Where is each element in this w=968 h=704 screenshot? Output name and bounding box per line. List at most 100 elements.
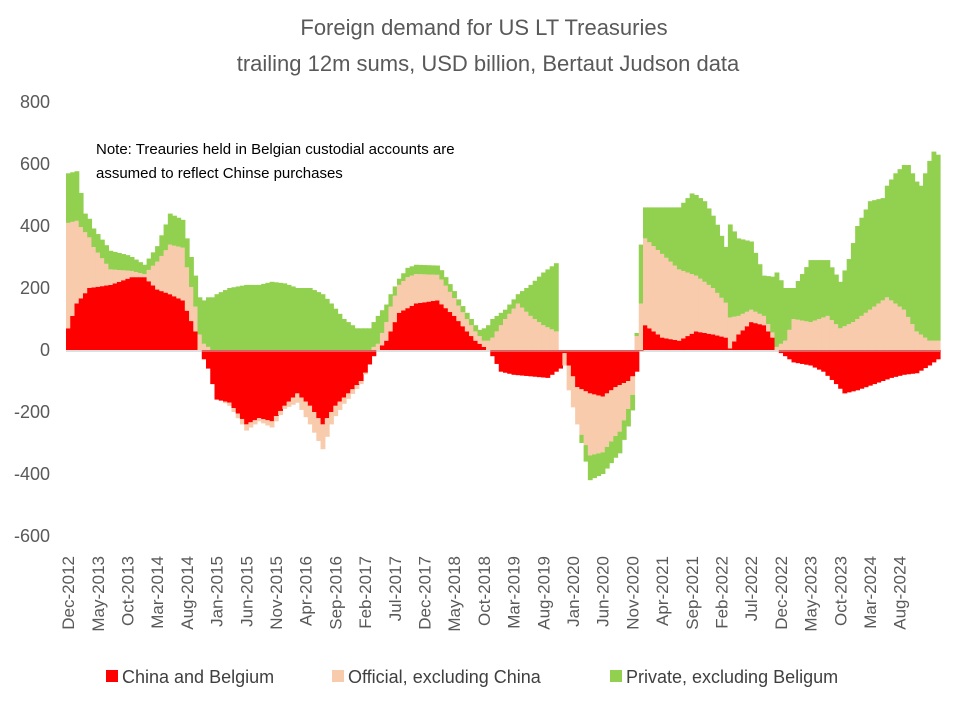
bar-segment-series-0 bbox=[795, 350, 801, 364]
legend-label: China and Belgium bbox=[122, 667, 274, 687]
bar-segment-series-1 bbox=[719, 297, 725, 337]
bar-segment-series-0 bbox=[354, 350, 360, 386]
bar-segment-series-1 bbox=[808, 322, 814, 350]
bar-segment-series-1 bbox=[244, 424, 250, 431]
y-tick-label: -200 bbox=[14, 402, 50, 422]
bar-segment-series-1 bbox=[159, 255, 165, 292]
bar-segment-series-2 bbox=[460, 306, 466, 313]
bar-segment-series-2 bbox=[897, 169, 903, 307]
bar-segment-series-2 bbox=[163, 224, 169, 251]
bar-segment-series-1 bbox=[816, 319, 822, 350]
bar-segment-series-1 bbox=[87, 237, 93, 288]
bar-segment-series-1 bbox=[341, 397, 347, 404]
bar-segment-series-0 bbox=[66, 328, 71, 350]
bar-segment-series-2 bbox=[409, 266, 415, 276]
bar-segment-series-1 bbox=[634, 336, 640, 350]
x-tick-label: Mar-2019 bbox=[505, 556, 524, 629]
bar-segment-series-0 bbox=[273, 350, 279, 417]
bar-segment-series-1 bbox=[613, 387, 619, 437]
bar-segment-series-0 bbox=[303, 350, 309, 402]
bar-segment-series-0 bbox=[384, 340, 390, 350]
bar-segment-series-1 bbox=[112, 269, 118, 284]
bar-segment-series-0 bbox=[893, 350, 899, 377]
x-tick-label: Sep-2021 bbox=[683, 556, 702, 630]
bar-segment-series-0 bbox=[307, 350, 313, 406]
bar-segment-series-2 bbox=[486, 325, 491, 341]
bar-segment-series-2 bbox=[643, 207, 648, 239]
bar-segment-series-2 bbox=[613, 436, 619, 458]
bar-segment-series-2 bbox=[621, 420, 627, 440]
bar-segment-series-0 bbox=[282, 350, 288, 406]
bar-segment-series-2 bbox=[333, 308, 339, 350]
bar-segment-series-2 bbox=[312, 290, 317, 350]
bar-segment-series-1 bbox=[638, 303, 644, 350]
x-tick-label: Jun-2015 bbox=[237, 556, 256, 627]
bar-segment-series-0 bbox=[927, 350, 933, 366]
bar-segment-series-2 bbox=[494, 315, 500, 332]
bar-segment-series-1 bbox=[150, 265, 156, 286]
bar-segment-series-2 bbox=[180, 219, 186, 248]
bar-segment-series-2 bbox=[248, 284, 254, 350]
bar-segment-series-0 bbox=[770, 337, 776, 350]
bar-segment-series-0 bbox=[358, 350, 364, 381]
bar-segment-series-1 bbox=[104, 263, 110, 286]
bar-segment-series-2 bbox=[511, 299, 517, 309]
bar-segment-series-1 bbox=[481, 340, 487, 347]
bar-segment-series-1 bbox=[142, 274, 148, 278]
bar-segment-series-2 bbox=[880, 198, 886, 301]
bar-segment-series-0 bbox=[799, 350, 805, 364]
bar-segment-series-0 bbox=[804, 350, 810, 365]
bar-segment-series-1 bbox=[825, 315, 831, 350]
bar-segment-series-2 bbox=[413, 264, 419, 275]
bar-segment-series-2 bbox=[350, 325, 356, 350]
bar-segment-series-0 bbox=[494, 350, 500, 364]
bar-segment-series-2 bbox=[231, 287, 237, 350]
bar-segment-series-2 bbox=[214, 294, 220, 350]
bar-segment-series-2 bbox=[846, 259, 852, 325]
bar-segment-series-0 bbox=[473, 340, 479, 350]
bar-segment-series-2 bbox=[464, 312, 470, 319]
bar-segment-series-2 bbox=[630, 394, 636, 411]
bar-segment-series-2 bbox=[583, 445, 589, 462]
bar-segment-series-2 bbox=[112, 251, 118, 270]
bar-segment-series-2 bbox=[519, 291, 525, 308]
bar-segment-series-0 bbox=[104, 285, 110, 350]
bar-segment-series-1 bbox=[320, 424, 326, 450]
bar-segment-series-2 bbox=[290, 286, 296, 350]
bar-segment-series-1 bbox=[676, 269, 682, 341]
bar-segment-series-1 bbox=[710, 288, 716, 335]
bar-segment-series-1 bbox=[766, 324, 771, 332]
bar-segment-series-0 bbox=[549, 350, 555, 375]
bar-segment-series-2 bbox=[418, 264, 423, 275]
bar-segment-series-2 bbox=[426, 265, 432, 275]
bar-segment-series-0 bbox=[613, 350, 619, 388]
bar-segment-series-0 bbox=[201, 350, 207, 360]
bar-segment-series-0 bbox=[210, 350, 216, 385]
bar-segment-series-0 bbox=[163, 292, 169, 350]
bar-segment-series-0 bbox=[121, 280, 126, 350]
bar-segment-series-2 bbox=[261, 283, 267, 350]
bar-segment-series-2 bbox=[923, 173, 928, 338]
bar-segment-series-1 bbox=[519, 307, 525, 350]
bar-segment-series-2 bbox=[693, 195, 699, 276]
bar-segment-series-2 bbox=[396, 278, 402, 285]
bar-segment-series-2 bbox=[244, 284, 250, 350]
bar-segment-series-1 bbox=[736, 315, 742, 335]
bar-segment-series-1 bbox=[333, 405, 339, 417]
bar-segment-series-2 bbox=[405, 267, 411, 278]
bar-segment-series-2 bbox=[443, 277, 449, 286]
bar-segment-series-2 bbox=[138, 262, 143, 274]
bar-segment-series-2 bbox=[740, 239, 746, 314]
bar-segment-series-0 bbox=[846, 350, 852, 393]
bar-segment-series-2 bbox=[91, 228, 97, 248]
bar-segment-series-2 bbox=[320, 294, 326, 350]
bar-segment-series-1 bbox=[358, 381, 364, 385]
bar-segment-series-2 bbox=[668, 207, 674, 262]
bar-segment-series-1 bbox=[464, 319, 470, 332]
bar-segment-series-0 bbox=[757, 324, 763, 350]
bar-segment-series-2 bbox=[392, 286, 398, 296]
legend-swatch bbox=[610, 670, 622, 682]
bar-segment-series-0 bbox=[778, 350, 784, 354]
